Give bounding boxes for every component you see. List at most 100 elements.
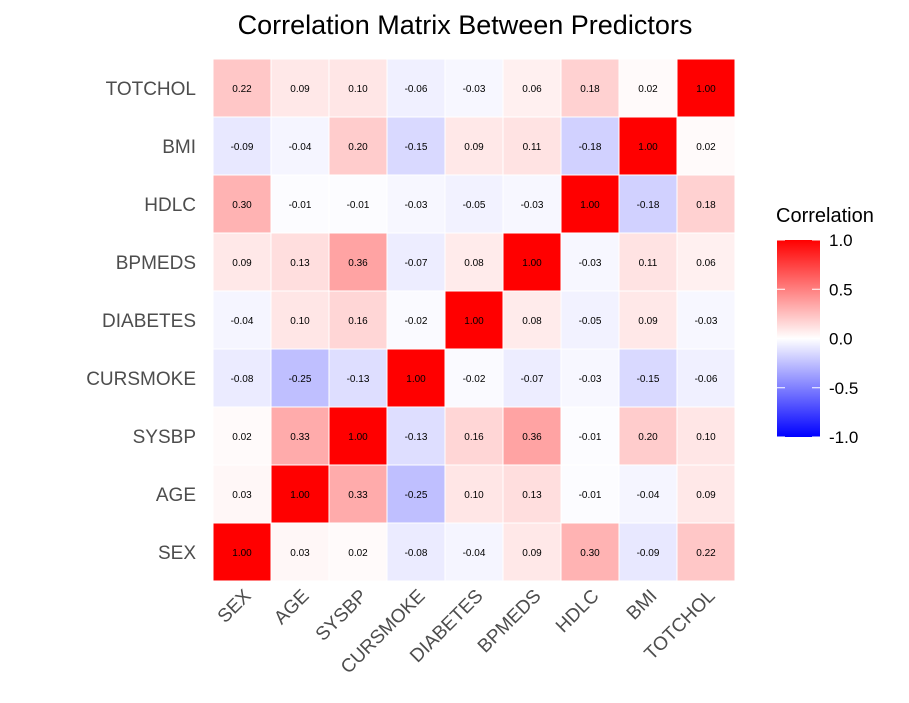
y-tick-label: AGE (156, 485, 196, 506)
cell-value-label: 0.06 (522, 84, 542, 95)
y-tick-label: BMI (162, 137, 196, 158)
legend-title: Correlation (776, 205, 874, 227)
y-tick-label: SYSBP (133, 427, 196, 448)
cell-value-label: -0.01 (289, 200, 312, 211)
heatmap-cell-cursmoke-bmi (386, 116, 446, 176)
cell-value-label: -0.04 (463, 548, 486, 559)
heatmap-cell-age-bmi (270, 116, 330, 176)
heatmap-cell-sex-age (212, 464, 272, 524)
heatmap-cell-totchol-sex (676, 522, 736, 582)
cell-value-label: 0.20 (638, 432, 658, 443)
cell-value-label: 0.02 (232, 432, 252, 443)
cell-value-label: -0.03 (405, 200, 428, 211)
cell-value-label: -0.25 (289, 374, 312, 385)
heatmap-cell-bpmeds-age (502, 464, 562, 524)
cell-value-label: 1.00 (638, 142, 658, 153)
heatmap-cell-totchol-age (676, 464, 736, 524)
y-tick-label: SEX (158, 543, 196, 564)
cell-value-label: 0.09 (464, 142, 484, 153)
cell-value-label: 0.11 (639, 258, 658, 269)
heatmap-cell-cursmoke-hdlc (386, 174, 446, 234)
cell-value-label: 0.09 (522, 548, 542, 559)
legend-tick-label: 0.0 (829, 330, 853, 349)
cell-value-label: 0.10 (464, 490, 484, 501)
heatmap-cell-bmi-totchol (618, 58, 678, 118)
heatmap-cell-sysbp-sex (328, 522, 388, 582)
cell-value-label: 1.00 (522, 258, 542, 269)
heatmap-cell-cursmoke-sex (386, 522, 446, 582)
y-tick-label: TOTCHOL (106, 79, 196, 100)
heatmap-cell-totchol-sysbp (676, 406, 736, 466)
cell-value-label: -0.15 (405, 142, 428, 153)
heatmap-cell-totchol-hdlc (676, 174, 736, 234)
cell-value-label: 0.36 (348, 258, 368, 269)
cell-value-label: 0.09 (696, 490, 716, 501)
cell-value-label: 0.16 (464, 432, 484, 443)
cell-value-label: 0.13 (522, 490, 542, 501)
heatmap-cell-sex-bpmeds (212, 232, 272, 292)
cell-value-label: 0.03 (232, 490, 252, 501)
x-tick-label: SEX (214, 585, 256, 627)
heatmap-cell-bpmeds-diabetes (502, 290, 562, 350)
heatmap-cell-hdlc-sysbp (560, 406, 620, 466)
cell-value-label: 0.09 (290, 84, 310, 95)
heatmap-cell-totchol-totchol (676, 58, 736, 118)
heatmap-cell-totchol-bmi (676, 116, 736, 176)
heatmap-cell-bmi-hdlc (618, 174, 678, 234)
cell-value-label: -0.04 (289, 142, 312, 153)
cell-value-label: 1.00 (406, 374, 426, 385)
cell-value-label: -0.01 (347, 200, 370, 211)
cell-value-label: 0.30 (580, 548, 600, 559)
cell-value-label: 0.09 (232, 258, 252, 269)
heatmap-cell-age-sysbp (270, 406, 330, 466)
y-tick-label: HDLC (144, 195, 196, 216)
heatmap-cell-sysbp-diabetes (328, 290, 388, 350)
legend-ticks: 1.0 0.5 0.0 -0.5 -1.0 (777, 231, 858, 447)
cell-value-label: 1.00 (348, 432, 368, 443)
cell-value-label: 0.30 (232, 200, 252, 211)
heatmap-cell-diabetes-diabetes (444, 290, 504, 350)
heatmap-cell-diabetes-totchol (444, 58, 504, 118)
cell-value-label: -0.05 (463, 200, 486, 211)
x-tick-label: BPMEDS (474, 586, 546, 658)
legend-tick-label: -1.0 (829, 428, 858, 447)
y-tick-label: BPMEDS (116, 253, 196, 274)
cell-value-label: -0.08 (231, 374, 254, 385)
cell-value-label: -0.13 (347, 374, 370, 385)
x-tick-label: AGE (270, 586, 313, 629)
cell-value-label: -0.03 (695, 316, 718, 327)
heatmap-cell-diabetes-cursmoke (444, 348, 504, 408)
heatmap-cell-bpmeds-totchol (502, 58, 562, 118)
cell-value-label: 0.03 (290, 548, 310, 559)
cell-value-label: -0.03 (521, 200, 544, 211)
color-legend: Correlation 1.0 0.5 0.0 -0.5 -1.0 (776, 205, 874, 447)
cell-value-label: 1.00 (464, 316, 484, 327)
heatmap-cell-hdlc-hdlc (560, 174, 620, 234)
heatmap-cell-hdlc-sex (560, 522, 620, 582)
cell-value-label: -0.18 (637, 200, 660, 211)
cell-value-label: 0.13 (290, 258, 310, 269)
cell-value-label: -0.03 (463, 84, 486, 95)
cell-value-label: -0.07 (521, 374, 544, 385)
cell-value-label: 0.18 (580, 84, 600, 95)
cell-value-label: -0.15 (637, 374, 660, 385)
heatmap-cell-hdlc-bpmeds (560, 232, 620, 292)
cell-value-label: -0.07 (405, 258, 428, 269)
heatmap-cell-age-totchol (270, 58, 330, 118)
cell-value-label: -0.03 (579, 374, 602, 385)
cell-value-label: -0.03 (579, 258, 602, 269)
cell-value-label: -0.05 (579, 316, 602, 327)
cell-value-label: 0.33 (290, 432, 310, 443)
x-tick-label: HDLC (552, 586, 603, 637)
cell-value-label: -0.02 (463, 374, 486, 385)
heatmap-cell-age-hdlc (270, 174, 330, 234)
heatmap-cell-bpmeds-bmi (502, 116, 562, 176)
cell-value-label: 0.36 (522, 432, 542, 443)
legend-tick-label: 0.5 (829, 280, 853, 299)
cell-value-label: -0.02 (405, 316, 428, 327)
cell-value-label: 0.16 (348, 316, 368, 327)
legend-tick-label: 1.0 (829, 231, 853, 250)
cell-value-label: 0.02 (348, 548, 368, 559)
